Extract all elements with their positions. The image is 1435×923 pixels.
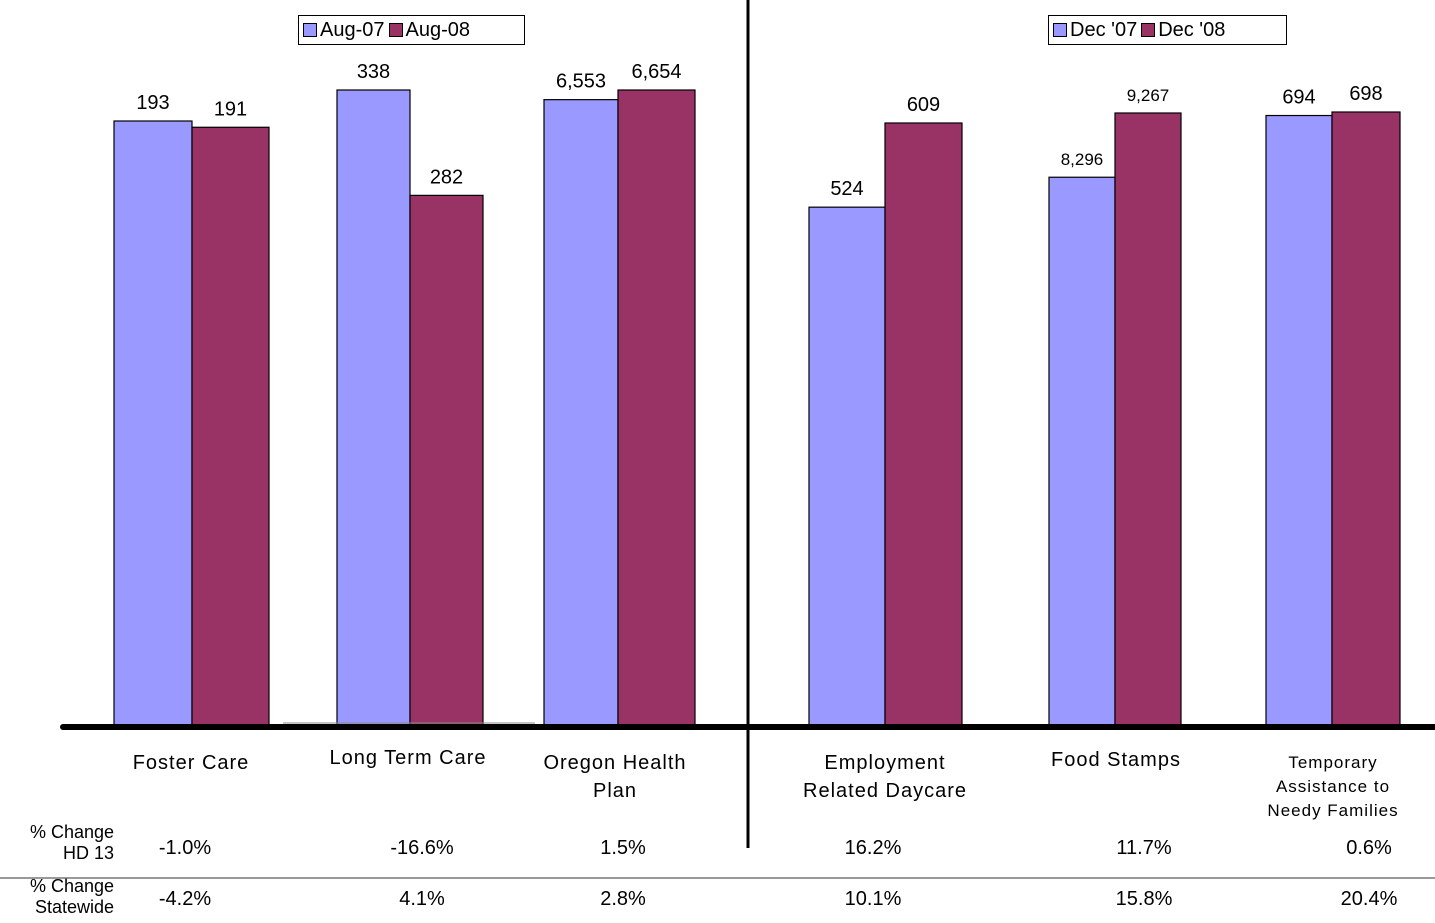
pct-state-foster-care: -4.2% (158, 888, 212, 910)
bar-aug-08 (617, 89, 696, 727)
data-label: 282 (430, 166, 463, 188)
pct-hd13-long-term-care: -16.6% (390, 837, 454, 859)
legend-label: Dec '07 (1070, 18, 1138, 41)
pct-hd13-foster-care: -1.0% (158, 837, 212, 859)
category-label: Oregon Health (543, 752, 686, 774)
legend-item: Aug-07 (303, 19, 385, 42)
category-label: Foster Care (133, 752, 250, 774)
pct-state-tanf: 20.4% (1340, 888, 1398, 910)
category-label: Long Term Care (329, 747, 486, 769)
bar-aug-08 (191, 126, 270, 727)
pct-hd13-oregon-health-plan: 1.5% (600, 837, 646, 859)
data-label: 6,654 (631, 61, 681, 83)
bar-dec-08 (1114, 112, 1182, 727)
legend-swatch (388, 23, 403, 37)
category-label: Employment (824, 752, 945, 774)
legend-swatch (303, 23, 317, 37)
legend-label: Aug-08 (405, 18, 471, 41)
data-label: 609 (907, 94, 940, 116)
data-label: 191 (214, 98, 247, 120)
bar-dec-08 (1331, 111, 1401, 727)
data-label: 338 (357, 61, 390, 83)
data-label: 698 (1349, 83, 1382, 105)
bar-aug-07 (336, 89, 411, 727)
data-label: 694 (1282, 87, 1315, 109)
row-label-statewide: % Change Statewide (0, 876, 114, 918)
data-label: 9,267 (1127, 86, 1170, 105)
pct-hd13-tanf: 0.6% (1346, 837, 1392, 859)
row-label-line: Statewide (34, 897, 114, 917)
bar-aug-07 (113, 120, 193, 727)
data-label: 193 (136, 92, 169, 114)
row-label-line: HD 13 (62, 843, 114, 863)
data-label: 8,296 (1061, 150, 1104, 169)
legend-item: Aug-08 (388, 18, 471, 42)
pct-state-employment-daycare: 10.1% (844, 888, 902, 910)
pct-hd13-employment-daycare: 16.2% (844, 837, 902, 859)
bar-aug-08 (409, 194, 484, 727)
legend-item: Dec '07 (1053, 19, 1137, 42)
table-row-divider (0, 877, 1435, 879)
row-label-line: % Change (29, 822, 114, 842)
category-label: Temporary (1288, 753, 1377, 772)
bar-dec-07 (1048, 176, 1116, 727)
pct-state-long-term-care: 4.1% (399, 888, 445, 910)
bar-aug-07 (543, 99, 619, 727)
pct-state-food-stamps: 15.8% (1115, 888, 1173, 910)
pct-state-oregon-health-plan: 2.8% (600, 888, 646, 910)
legend-left: Aug-07 Aug-08 (298, 15, 525, 45)
legend-item: Dec '08 (1141, 19, 1225, 42)
legend-right: Dec '07 Dec '08 (1048, 15, 1287, 45)
category-label: Plan (593, 780, 637, 802)
data-label: 6,553 (556, 71, 606, 93)
bars-layer: 193 191 338 282 6,553 6,654 524 609 8,296 9,267 69… (113, 61, 1401, 727)
pct-hd13-food-stamps: 11.7% (1116, 837, 1172, 859)
row-label-line: % Change (29, 876, 114, 896)
bar-dec-08 (884, 122, 963, 727)
legend-swatch (1141, 23, 1156, 37)
category-label: Assistance to (1276, 777, 1390, 796)
category-label: Needy Families (1267, 801, 1398, 820)
category-label: Related Daycare (803, 780, 967, 802)
legend-label: Dec '08 (1158, 18, 1226, 41)
data-label: 524 (830, 178, 863, 200)
legend-label: Aug-07 (320, 18, 385, 41)
bar-dec-07 (808, 206, 886, 727)
category-label: Food Stamps (1051, 749, 1181, 771)
row-label-hd13: % Change HD 13 (0, 822, 114, 864)
bar-dec-07 (1265, 114, 1333, 727)
legend-swatch (1053, 23, 1067, 37)
category-labels: Foster Care Long Term Care Oregon Health Pl… (133, 747, 1398, 820)
